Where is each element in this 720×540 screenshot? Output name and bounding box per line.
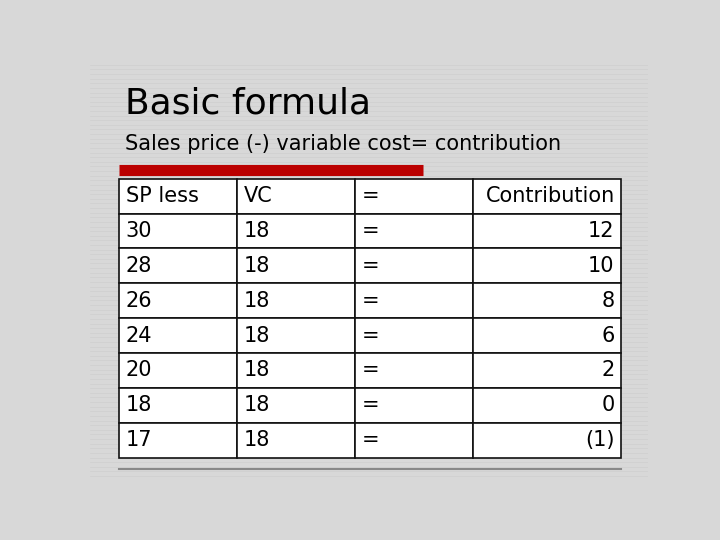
Text: Basic formula: Basic formula (125, 86, 371, 120)
Bar (238, 284, 355, 318)
Text: 30: 30 (126, 221, 152, 241)
Text: SP less: SP less (126, 186, 199, 206)
Bar (238, 214, 355, 248)
Text: 24: 24 (126, 326, 152, 346)
Bar (355, 388, 473, 423)
Text: 18: 18 (243, 256, 270, 276)
Bar (355, 214, 473, 248)
Bar (473, 388, 621, 423)
Text: =: = (361, 395, 379, 415)
Text: =: = (361, 430, 379, 450)
Bar (355, 179, 473, 214)
Text: =: = (361, 360, 379, 380)
Bar (120, 353, 238, 388)
Text: 26: 26 (126, 291, 152, 310)
Text: 12: 12 (588, 221, 615, 241)
Bar (473, 318, 621, 353)
Text: =: = (361, 291, 379, 310)
Text: 18: 18 (126, 395, 152, 415)
Bar (238, 179, 355, 214)
Text: VC: VC (243, 186, 272, 206)
Bar (120, 388, 238, 423)
Bar (238, 318, 355, 353)
Bar (120, 214, 238, 248)
Text: 20: 20 (126, 360, 152, 380)
Text: =: = (361, 326, 379, 346)
Text: 10: 10 (588, 256, 615, 276)
Bar (473, 284, 621, 318)
Bar (120, 284, 238, 318)
Bar (473, 179, 621, 214)
Text: 18: 18 (243, 291, 270, 310)
Bar (473, 423, 621, 457)
Bar (120, 248, 238, 284)
Bar (120, 318, 238, 353)
Bar (120, 423, 238, 457)
Bar (238, 388, 355, 423)
Bar (355, 284, 473, 318)
Text: 18: 18 (243, 395, 270, 415)
Bar (473, 353, 621, 388)
Text: =: = (361, 186, 379, 206)
Bar (355, 353, 473, 388)
Bar (238, 248, 355, 284)
Text: =: = (361, 221, 379, 241)
Bar (238, 353, 355, 388)
Text: Contribution: Contribution (485, 186, 615, 206)
Bar (473, 248, 621, 284)
Bar (473, 214, 621, 248)
Bar (238, 423, 355, 457)
Text: Sales price (-) variable cost= contribution: Sales price (-) variable cost= contribut… (125, 134, 561, 154)
Text: 18: 18 (243, 326, 270, 346)
Bar (355, 248, 473, 284)
Text: 8: 8 (601, 291, 615, 310)
Text: (1): (1) (585, 430, 615, 450)
Text: 6: 6 (601, 326, 615, 346)
Text: 18: 18 (243, 430, 270, 450)
Text: 28: 28 (126, 256, 152, 276)
Text: 0: 0 (601, 395, 615, 415)
Text: 2: 2 (601, 360, 615, 380)
Bar (120, 179, 238, 214)
Text: =: = (361, 256, 379, 276)
Text: 17: 17 (126, 430, 152, 450)
Text: 18: 18 (243, 360, 270, 380)
Bar (355, 318, 473, 353)
Bar (355, 423, 473, 457)
Text: 18: 18 (243, 221, 270, 241)
